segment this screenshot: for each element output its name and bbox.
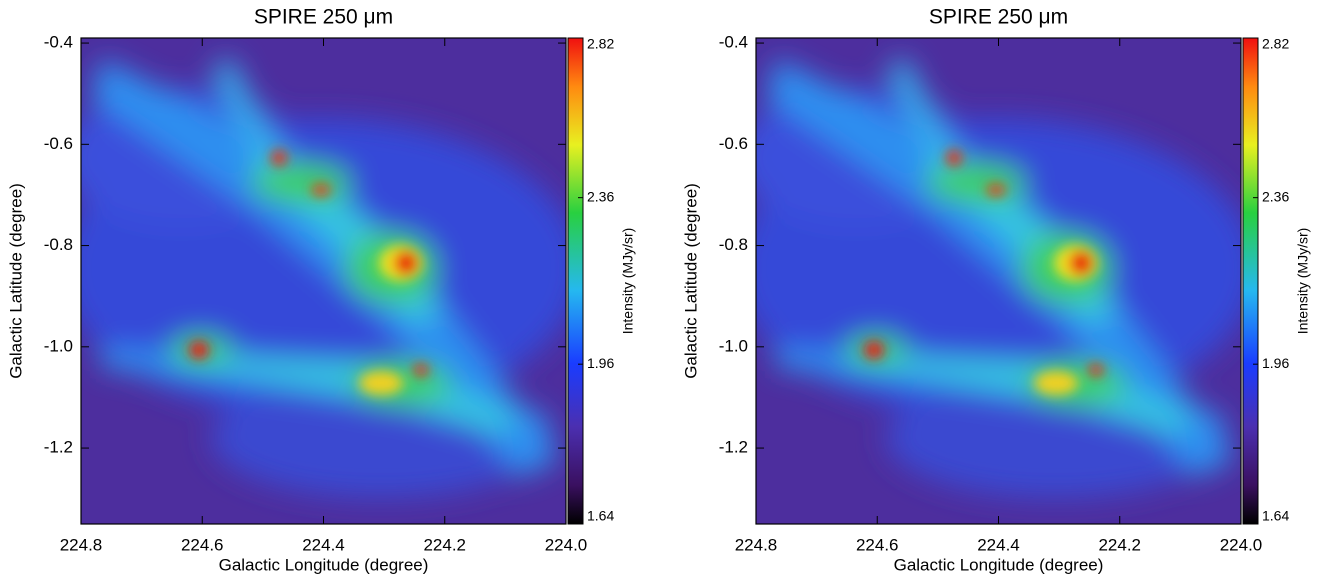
colorbar-label: Intensity (MJy/sr) (1295, 228, 1311, 335)
x-tick-label: 224.8 (735, 535, 778, 554)
x-tick-label: 224.4 (302, 535, 345, 554)
x-tick-label: 224.2 (1098, 535, 1141, 554)
y-tick-label: -0.6 (719, 134, 748, 153)
x-tick-label: 224.2 (423, 535, 466, 554)
x-tick-label: 224.6 (856, 535, 899, 554)
x-tick-label: 224.4 (977, 535, 1020, 554)
x-tick-label: 224.8 (60, 535, 103, 554)
y-tick-label: -0.4 (719, 33, 748, 52)
colorbar-tick-label: 2.36 (587, 188, 614, 204)
y-tick-label: -0.4 (44, 33, 73, 52)
y-tick-label: -0.8 (44, 235, 73, 254)
colorbar-tick-label: 1.64 (587, 508, 614, 524)
colorbar-tick-label: 1.96 (1262, 355, 1289, 371)
x-axis-label: Galactic Longitude (degree) (894, 555, 1104, 574)
colorbar-tick-label: 1.96 (587, 355, 614, 371)
colorbar-tick-label: 1.64 (1262, 508, 1289, 524)
intensity-map (736, 38, 1256, 524)
colorbar-label: Intensity (MJy/sr) (620, 228, 636, 335)
chart-title: SPIRE 250 μm (929, 6, 1068, 29)
y-axis-label: Galactic Latitude (degree) (6, 183, 25, 379)
colorbar (567, 37, 584, 525)
intensity-map (61, 38, 581, 524)
colorbar-tick-label: 2.82 (1262, 36, 1289, 52)
y-axis-label: Galactic Latitude (degree) (681, 183, 700, 379)
y-tick-label: -1.2 (719, 438, 748, 457)
x-tick-label: 224.6 (181, 535, 224, 554)
y-tick-label: -0.8 (719, 235, 748, 254)
colorbar-tick-label: 2.36 (1262, 188, 1289, 204)
colorbar-tick-label: 2.82 (587, 36, 614, 52)
y-tick-label: -1.0 (719, 336, 748, 355)
y-tick-label: -1.2 (44, 438, 73, 457)
colorbar (1242, 37, 1259, 525)
x-axis-label: Galactic Longitude (degree) (219, 555, 429, 574)
x-tick-label: 224.0 (545, 535, 588, 554)
y-tick-label: -0.6 (44, 134, 73, 153)
y-tick-label: -1.0 (44, 336, 73, 355)
x-tick-label: 224.0 (1220, 535, 1263, 554)
chart-title: SPIRE 250 μm (254, 6, 393, 29)
